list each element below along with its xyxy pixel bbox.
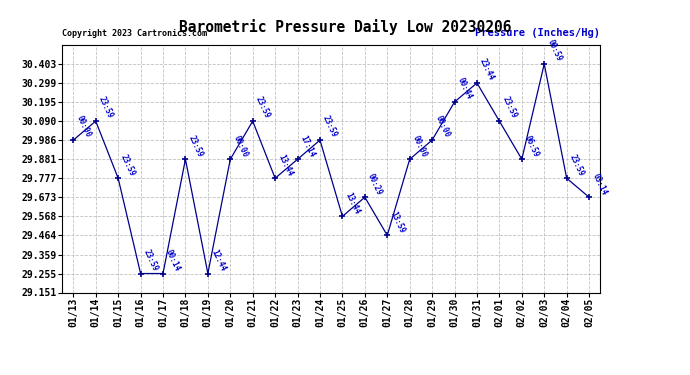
Text: 12:44: 12:44	[209, 248, 227, 273]
Text: 23:59: 23:59	[186, 134, 204, 158]
Text: 00:44: 00:44	[455, 76, 473, 101]
Text: 00:59: 00:59	[545, 38, 563, 63]
Text: Barometric Pressure Daily Low 20230206: Barometric Pressure Daily Low 20230206	[179, 19, 511, 35]
Text: 23:44: 23:44	[478, 57, 496, 82]
Text: 17:14: 17:14	[299, 134, 317, 158]
Text: 00:00: 00:00	[231, 134, 249, 158]
Text: 00:29: 00:29	[366, 171, 384, 196]
Text: 13:44: 13:44	[276, 153, 294, 177]
Text: 23:59: 23:59	[568, 153, 586, 177]
Text: 23:59: 23:59	[119, 153, 137, 177]
Text: 23:59: 23:59	[141, 248, 159, 273]
Text: 00:00: 00:00	[411, 134, 428, 158]
Text: 13:44: 13:44	[344, 191, 362, 216]
Text: 23:59: 23:59	[500, 95, 518, 120]
Text: 06:59: 06:59	[523, 134, 541, 158]
Text: 23:59: 23:59	[254, 95, 272, 120]
Text: 00:00: 00:00	[75, 114, 92, 139]
Text: 00:00: 00:00	[433, 114, 451, 139]
Text: 00:14: 00:14	[164, 248, 182, 273]
Text: 13:59: 13:59	[388, 210, 406, 234]
Text: 23:59: 23:59	[321, 114, 339, 139]
Text: Copyright 2023 Cartronics.com: Copyright 2023 Cartronics.com	[62, 28, 207, 38]
Text: 23:59: 23:59	[97, 95, 115, 120]
Text: Pressure (Inches/Hg): Pressure (Inches/Hg)	[475, 28, 600, 38]
Text: 03:14: 03:14	[590, 171, 608, 196]
